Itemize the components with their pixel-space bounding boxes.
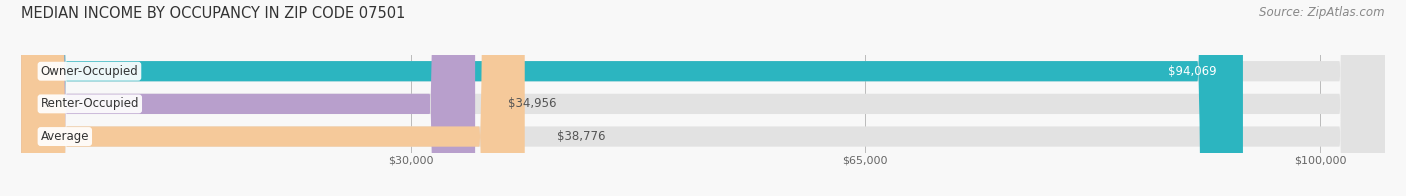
FancyBboxPatch shape bbox=[21, 0, 1385, 196]
Text: $94,069: $94,069 bbox=[1168, 65, 1218, 78]
Text: $38,776: $38,776 bbox=[557, 130, 606, 143]
Text: Source: ZipAtlas.com: Source: ZipAtlas.com bbox=[1260, 6, 1385, 19]
Text: Renter-Occupied: Renter-Occupied bbox=[41, 97, 139, 110]
FancyBboxPatch shape bbox=[21, 0, 1243, 196]
FancyBboxPatch shape bbox=[21, 0, 524, 196]
Text: MEDIAN INCOME BY OCCUPANCY IN ZIP CODE 07501: MEDIAN INCOME BY OCCUPANCY IN ZIP CODE 0… bbox=[21, 6, 405, 21]
Text: Owner-Occupied: Owner-Occupied bbox=[41, 65, 138, 78]
Text: $34,956: $34,956 bbox=[508, 97, 557, 110]
FancyBboxPatch shape bbox=[21, 0, 1385, 196]
FancyBboxPatch shape bbox=[21, 0, 475, 196]
FancyBboxPatch shape bbox=[21, 0, 1385, 196]
Text: Average: Average bbox=[41, 130, 89, 143]
